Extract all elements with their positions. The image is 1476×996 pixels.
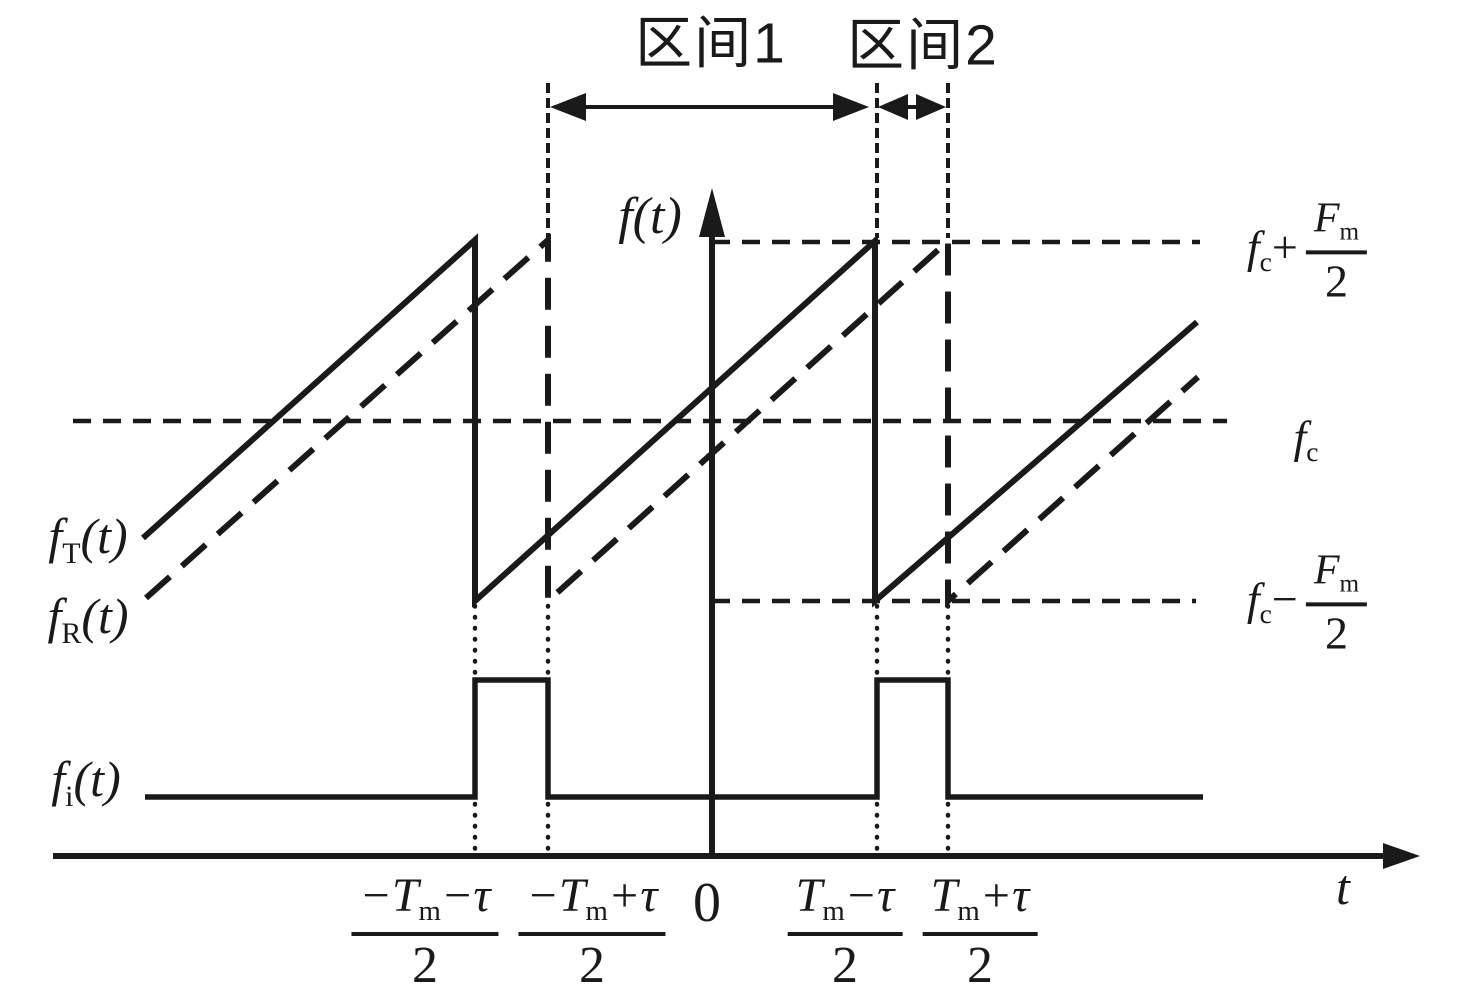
fc-minus-fraction: Fm 2 xyxy=(1305,547,1368,659)
x-axis-label: t xyxy=(1336,859,1350,915)
fc-minus-f: f xyxy=(1246,573,1260,625)
fr-waveform xyxy=(144,233,1201,608)
fc-plus-fsub: c xyxy=(1259,246,1272,278)
ft-args: (t) xyxy=(80,508,128,565)
x-tick2-num: −Tm+τ xyxy=(518,869,666,936)
fi-symbol: f xyxy=(51,751,66,808)
fc-minus-op: − xyxy=(1271,573,1298,625)
x-tick3-pre: T xyxy=(795,869,823,922)
interval2-arrowhead-right-icon xyxy=(916,94,946,120)
fc-level-label: fc xyxy=(1293,411,1319,468)
x-tick4-den: 2 xyxy=(967,937,993,994)
interval1-title: 区间1 xyxy=(635,11,787,76)
fc-plus-fraction: Fm 2 xyxy=(1305,195,1368,307)
ft-curve-label: fT(t) xyxy=(48,511,127,569)
fc-minus-base: fc− xyxy=(1246,573,1298,630)
fc-base: fc xyxy=(1293,411,1319,468)
x-tick2-sub: m xyxy=(585,895,608,928)
fc-plus-op: + xyxy=(1271,221,1298,273)
x-tick2-post: +τ xyxy=(607,869,658,922)
fc-plus-base: fc+ xyxy=(1246,221,1298,278)
x-tick4-num: Tm+τ xyxy=(922,869,1038,936)
fc-plus-frac-num: Fm xyxy=(1305,195,1368,255)
fi-subscript: i xyxy=(65,779,74,813)
x-tick4-pre: T xyxy=(930,869,958,922)
x-tick3-den: 2 xyxy=(832,937,858,994)
ft-subscript: T xyxy=(62,536,81,570)
fc-minus-level-label: fc− Fm 2 xyxy=(1246,547,1368,659)
fi-curve-label: fi(t) xyxy=(51,754,120,812)
x-tick1-post: −τ xyxy=(440,869,491,922)
fi-args: (t) xyxy=(73,751,121,808)
ft-symbol: f xyxy=(48,508,63,565)
fc-minus-Fsub: m xyxy=(1339,570,1360,598)
x-tick-neg-tm-minus-tau: −Tm−τ 2 xyxy=(351,869,499,994)
x-tick3-num: Tm−τ xyxy=(787,869,903,936)
x-tick2-pre: −T xyxy=(526,869,586,922)
x-axis-arrowhead-icon xyxy=(1383,843,1420,869)
x-tick-neg-tm-plus-tau: −Tm+τ 2 xyxy=(518,869,666,994)
fc-plus-frac-den: 2 xyxy=(1324,255,1348,307)
fr-curve-label: fR(t) xyxy=(47,591,128,649)
origin-label: 0 xyxy=(693,872,721,934)
interval1-arrowhead-left-icon xyxy=(550,93,586,121)
y-axis-arrowhead-icon xyxy=(699,188,725,237)
fc-fsub: c xyxy=(1306,436,1319,468)
x-tick3-post: −τ xyxy=(844,869,895,922)
x-tick-tm-plus-tau: Tm+τ 2 xyxy=(922,869,1038,994)
fc-plus-Fsub: m xyxy=(1339,218,1360,246)
y-axis-label: f(t) xyxy=(618,188,682,245)
fc-plus-F: F xyxy=(1313,195,1340,242)
fc-minus-F: F xyxy=(1313,547,1340,594)
x-tick1-den: 2 xyxy=(411,937,438,994)
interval1-arrowhead-right-icon xyxy=(833,93,869,121)
x-tick-tm-minus-tau: Tm−τ 2 xyxy=(787,869,903,994)
x-tick3-sub: m xyxy=(822,895,845,928)
interval2-arrowhead-left-icon xyxy=(878,94,908,120)
x-tick2-den: 2 xyxy=(578,937,605,994)
x-tick1-num: −Tm−τ xyxy=(351,869,499,936)
interval2-title: 区间2 xyxy=(847,13,999,78)
fc-plus-f: f xyxy=(1246,221,1260,273)
ft-waveform xyxy=(140,233,1199,608)
fr-subscript: R xyxy=(61,616,82,650)
fc-minus-frac-den: 2 xyxy=(1324,607,1348,659)
x-tick1-pre: −T xyxy=(359,869,419,922)
fc-minus-fsub: c xyxy=(1259,598,1272,630)
fc-plus-level-label: fc+ Fm 2 xyxy=(1246,195,1368,307)
x-tick4-sub: m xyxy=(957,895,980,928)
fc-f: f xyxy=(1293,411,1307,463)
x-tick4-post: +τ xyxy=(979,869,1030,922)
fc-minus-frac-num: Fm xyxy=(1305,547,1368,607)
fr-args: (t) xyxy=(81,588,129,645)
x-tick1-sub: m xyxy=(418,895,441,928)
fr-symbol: f xyxy=(47,588,62,645)
fi-waveform xyxy=(145,677,1203,800)
